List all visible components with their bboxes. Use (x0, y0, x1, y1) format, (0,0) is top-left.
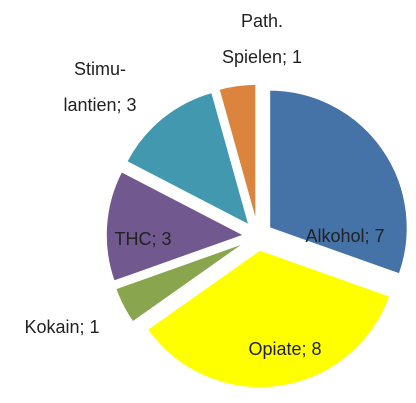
slice-label: lantien; 3 (63, 95, 136, 115)
pie-slice (105, 170, 246, 283)
slice-label: Kokain; 1 (24, 317, 99, 337)
slice-label: Alkohol; 7 (305, 226, 384, 246)
slice-label: Spielen; 1 (222, 47, 302, 67)
pie-slice (268, 89, 409, 276)
pie-slice (217, 83, 257, 223)
slice-label: Stimu- (74, 59, 126, 79)
slice-label: Opiate; 8 (248, 339, 321, 359)
slice-label: Path. (241, 11, 283, 31)
pie-slice (146, 249, 391, 389)
pie-slice (125, 91, 251, 227)
pie-slice (114, 241, 247, 324)
slice-label: THC; 3 (114, 229, 171, 249)
